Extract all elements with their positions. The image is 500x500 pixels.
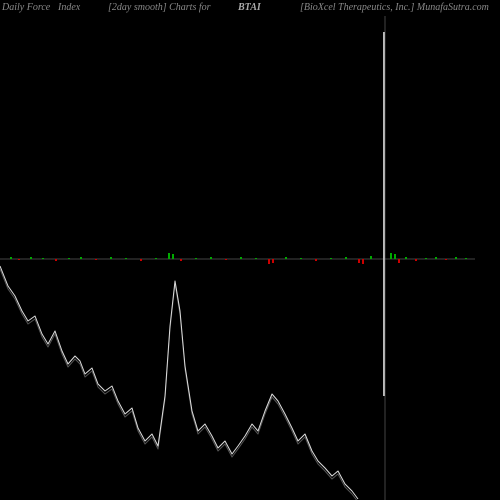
chart-header: Daily Force Index [2day smooth] Charts for… (0, 2, 500, 16)
header-text: Index (58, 2, 80, 13)
header-text: [2day smooth] Charts for (108, 2, 211, 13)
header-text: Daily Force (2, 2, 50, 13)
header-text: [BioXcel Therapeutics, Inc.] MunafaSutra… (300, 2, 489, 13)
chart-area (0, 16, 500, 500)
header-text: BTAI (238, 2, 261, 13)
force-index-chart (0, 16, 500, 500)
